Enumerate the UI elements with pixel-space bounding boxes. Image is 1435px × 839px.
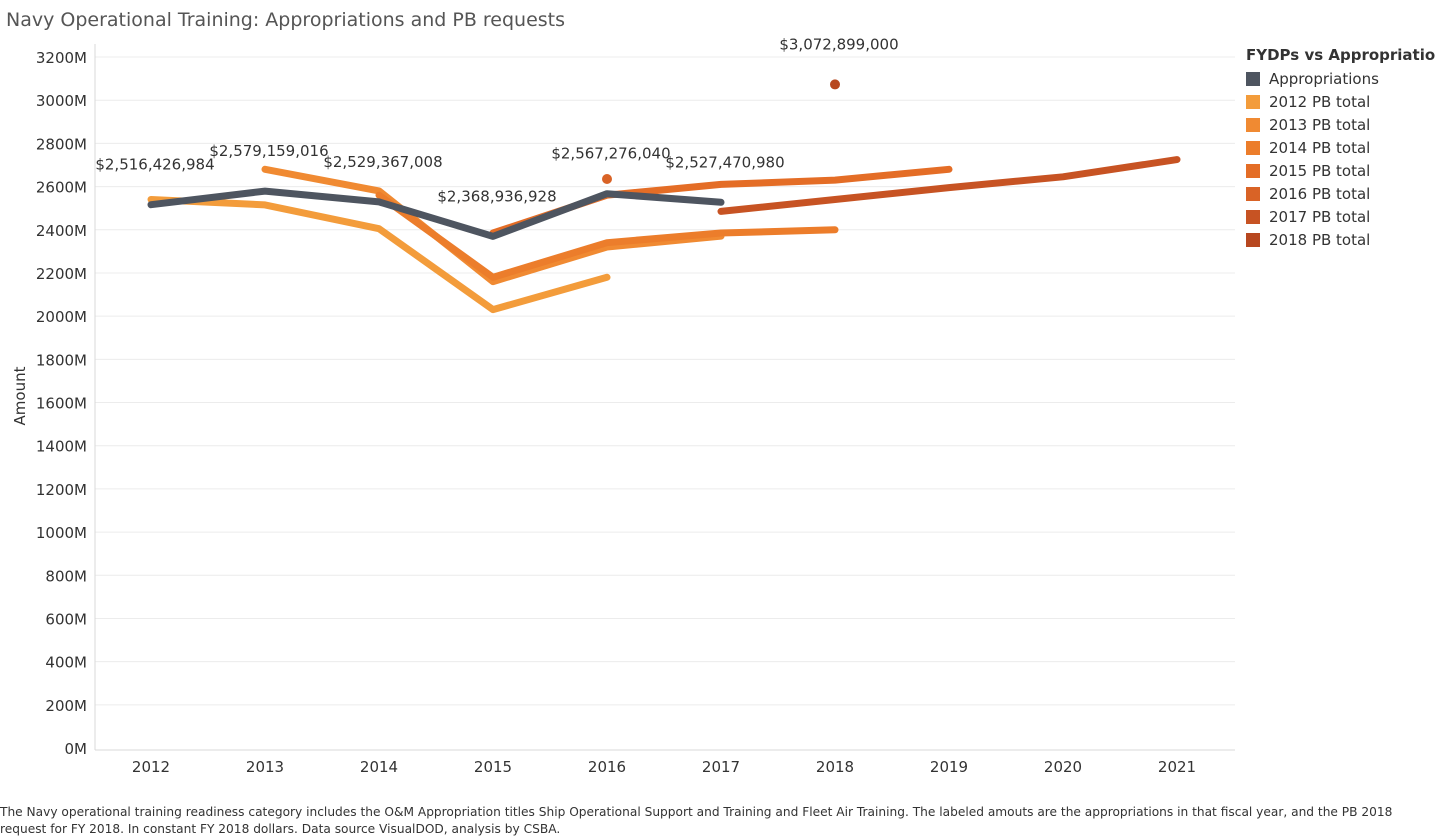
- legend-label: 2013 PB total: [1269, 115, 1371, 134]
- x-tick-label: 2012: [132, 758, 170, 776]
- y-tick-label: 2200M: [36, 265, 87, 283]
- x-tick-label: 2015: [474, 758, 512, 776]
- legend-item-2017-pb-total[interactable]: 2017 PB total: [1246, 205, 1435, 228]
- legend-label: 2018 PB total: [1269, 230, 1371, 249]
- legend-swatch: [1246, 94, 1260, 109]
- legend-title: FYDPs vs Appropriations: [1246, 46, 1435, 64]
- series-point-2018-pb-total: [830, 79, 840, 90]
- chart-title: Navy Operational Training: Appropriation…: [6, 9, 566, 31]
- x-tick-label: 2018: [816, 758, 854, 776]
- legend-swatch: [1246, 186, 1260, 201]
- data-label: $3,072,899,000: [779, 35, 898, 53]
- series-line-2014-pb-total: [375, 191, 839, 281]
- legend-label: 2016 PB total: [1269, 184, 1371, 203]
- y-tick-label: 2000M: [36, 308, 87, 326]
- legend-label: 2012 PB total: [1269, 92, 1371, 111]
- footnote: The Navy operational training readiness …: [0, 805, 1393, 836]
- data-label: $2,516,426,984: [95, 156, 214, 174]
- x-tick-label: 2014: [360, 758, 398, 776]
- data-label: $2,567,276,040: [551, 145, 670, 163]
- y-tick-label: 1000M: [36, 524, 87, 542]
- legend-swatch: [1246, 163, 1260, 178]
- y-tick-label: 400M: [45, 654, 87, 672]
- y-tick-label: 200M: [45, 697, 87, 715]
- y-tick-label: 1600M: [36, 395, 87, 413]
- legend-item-2018-pb-total[interactable]: 2018 PB total: [1246, 228, 1435, 251]
- y-tick-label: 600M: [45, 610, 87, 628]
- y-tick-label: 0M: [65, 740, 88, 758]
- y-tick-label: 1400M: [36, 438, 87, 456]
- series-point-2016-pb-total: [602, 174, 612, 185]
- x-tick-label: 2021: [1158, 758, 1196, 776]
- x-tick-label: 2019: [930, 758, 968, 776]
- x-tick-label: 2020: [1044, 758, 1082, 776]
- series-line-2013-pb-total: [261, 165, 725, 286]
- legend-item-appropriations[interactable]: Appropriations: [1246, 67, 1435, 90]
- y-tick-label: 1200M: [36, 481, 87, 499]
- data-label: $2,368,936,928: [437, 187, 556, 205]
- line-chart: 0M 200M 400M 600M 800M 1000M 1200M 1400M 1600M 18…: [11, 35, 1235, 776]
- x-tick-label: 2017: [702, 758, 740, 776]
- legend-swatch: [1246, 232, 1260, 247]
- legend-label: 2015 PB total: [1269, 161, 1371, 180]
- legend-item-2015-pb-total[interactable]: 2015 PB total: [1246, 159, 1435, 182]
- legend-swatch: [1246, 71, 1260, 86]
- y-tick-label: 2800M: [36, 135, 87, 153]
- legend-item-2012-pb-total[interactable]: 2012 PB total: [1246, 90, 1435, 113]
- legend: FYDPs vs Appropriations Appropriations 20…: [1246, 46, 1435, 251]
- legend-label: Appropriations: [1269, 69, 1379, 88]
- legend-label: 2014 PB total: [1269, 138, 1371, 157]
- legend-swatch: [1246, 140, 1260, 155]
- y-tick-label: 2400M: [36, 222, 87, 240]
- y-tick-label: 2600M: [36, 179, 87, 197]
- y-tick-label: 800M: [45, 567, 87, 585]
- data-label: $2,529,367,008: [323, 153, 442, 171]
- y-tick-label: 1800M: [36, 351, 87, 369]
- legend-swatch: [1246, 117, 1260, 132]
- series-line-appropriations: [147, 187, 725, 240]
- x-tick-label: 2013: [246, 758, 284, 776]
- legend-item-2016-pb-total[interactable]: 2016 PB total: [1246, 182, 1435, 205]
- y-axis-label: Amount: [11, 366, 29, 425]
- y-tick-label: 3000M: [36, 92, 87, 110]
- data-label: $2,527,470,980: [665, 153, 784, 171]
- legend-swatch: [1246, 209, 1260, 224]
- series-line-2017-pb-total: [717, 156, 1181, 215]
- legend-label: 2017 PB total: [1269, 207, 1371, 226]
- data-label: $2,579,159,016: [209, 142, 328, 160]
- legend-item-2013-pb-total[interactable]: 2013 PB total: [1246, 113, 1435, 136]
- series-line-2012-pb-total: [147, 196, 611, 314]
- y-tick-label: 3200M: [36, 49, 87, 67]
- legend-item-2014-pb-total[interactable]: 2014 PB total: [1246, 136, 1435, 159]
- x-tick-label: 2016: [588, 758, 626, 776]
